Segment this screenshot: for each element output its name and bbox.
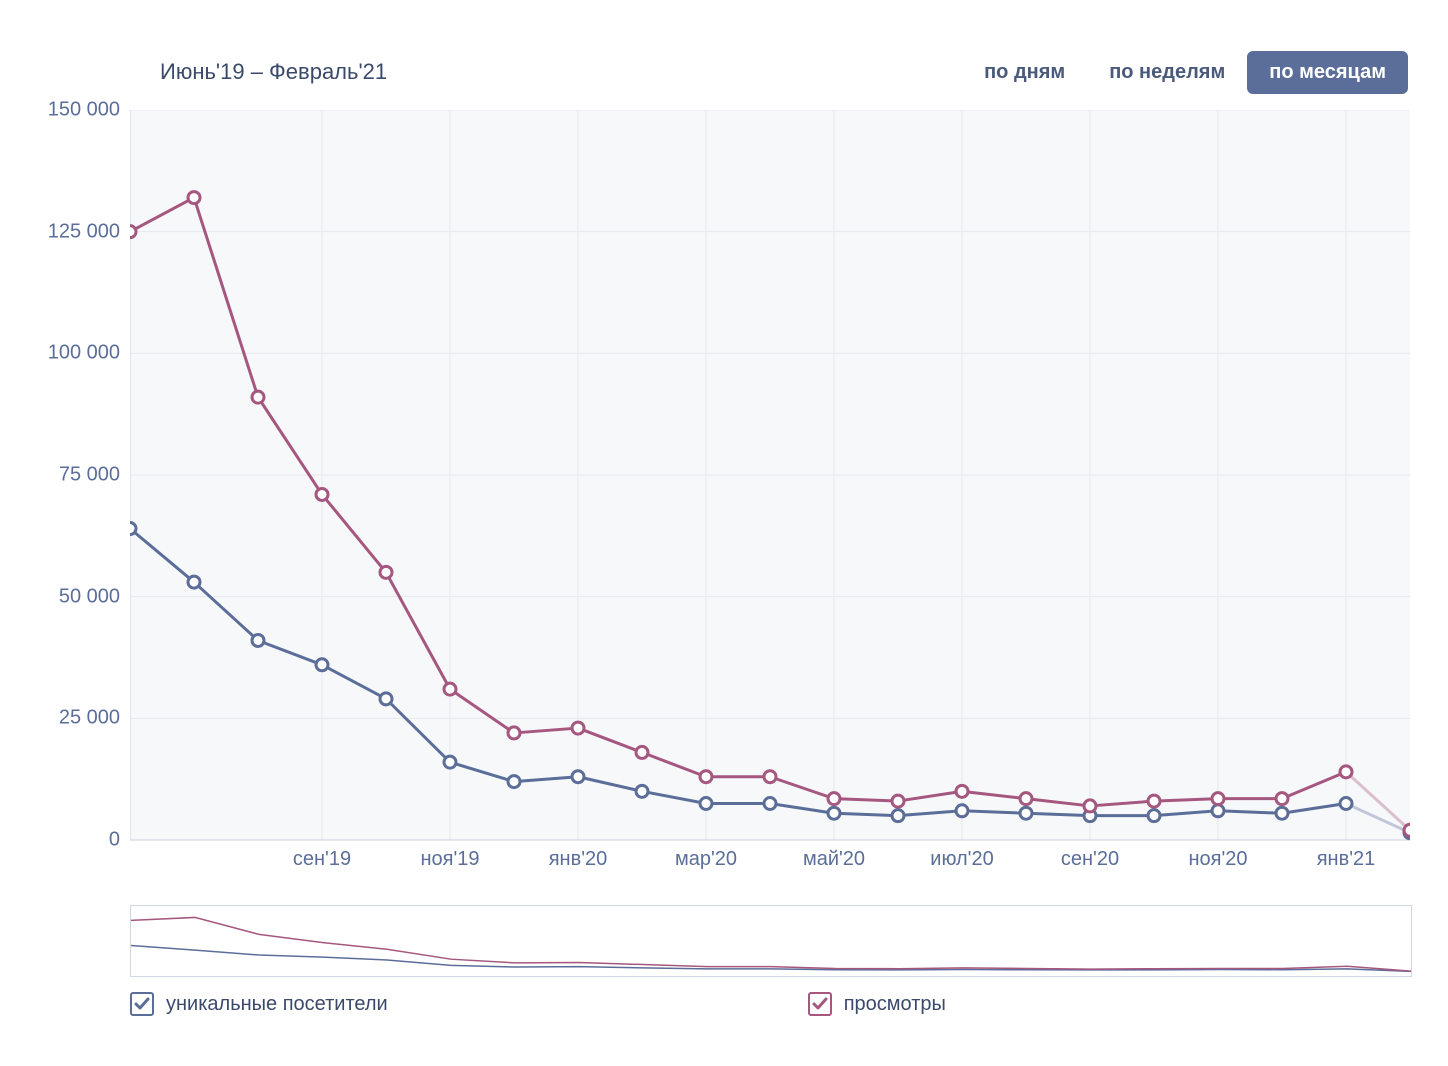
tab-by-months[interactable]: по месяцам	[1247, 51, 1408, 94]
legend-label: просмотры	[844, 993, 946, 1016]
y-axis-label: 25 000	[59, 707, 120, 730]
checkbox-icon	[130, 992, 154, 1016]
y-axis-label: 150 000	[48, 99, 120, 122]
y-axis-label: 100 000	[48, 342, 120, 365]
tab-by-weeks[interactable]: по неделям	[1087, 51, 1247, 94]
x-axis-label: сен'20	[1061, 848, 1119, 871]
stats-panel: Июнь'19 – Февраль'21 по дням по неделям …	[0, 0, 1448, 1066]
checkbox-icon	[808, 992, 832, 1016]
tab-by-days[interactable]: по дням	[962, 51, 1087, 94]
x-axis-label: янв'21	[1317, 848, 1376, 871]
x-axis-label: ноя'19	[420, 848, 479, 871]
y-axis-label: 125 000	[48, 220, 120, 243]
x-axis-label: янв'20	[549, 848, 608, 871]
chart-header: Июнь'19 – Февраль'21 по дням по неделям …	[160, 50, 1408, 94]
overview-chart[interactable]	[130, 905, 1412, 977]
x-axis-label: ноя'20	[1188, 848, 1247, 871]
main-chart: 025 00050 00075 000100 000125 000150 000…	[130, 110, 1410, 870]
x-axis-label: май'20	[803, 848, 865, 871]
legend-label: уникальные посетители	[166, 993, 388, 1016]
x-axis-label: июл'20	[930, 848, 993, 871]
y-axis-label: 75 000	[59, 464, 120, 487]
date-range-label: Июнь'19 – Февраль'21	[160, 59, 387, 85]
chart-legend: уникальные посетители просмотры	[130, 992, 946, 1016]
legend-item-views[interactable]: просмотры	[808, 992, 946, 1016]
y-axis-label: 50 000	[59, 585, 120, 608]
legend-item-visitors[interactable]: уникальные посетители	[130, 992, 388, 1016]
x-axis-label: мар'20	[675, 848, 737, 871]
x-axis-label: сен'19	[293, 848, 351, 871]
y-axis-label: 0	[109, 829, 120, 852]
granularity-tabs: по дням по неделям по месяцам	[962, 51, 1408, 94]
